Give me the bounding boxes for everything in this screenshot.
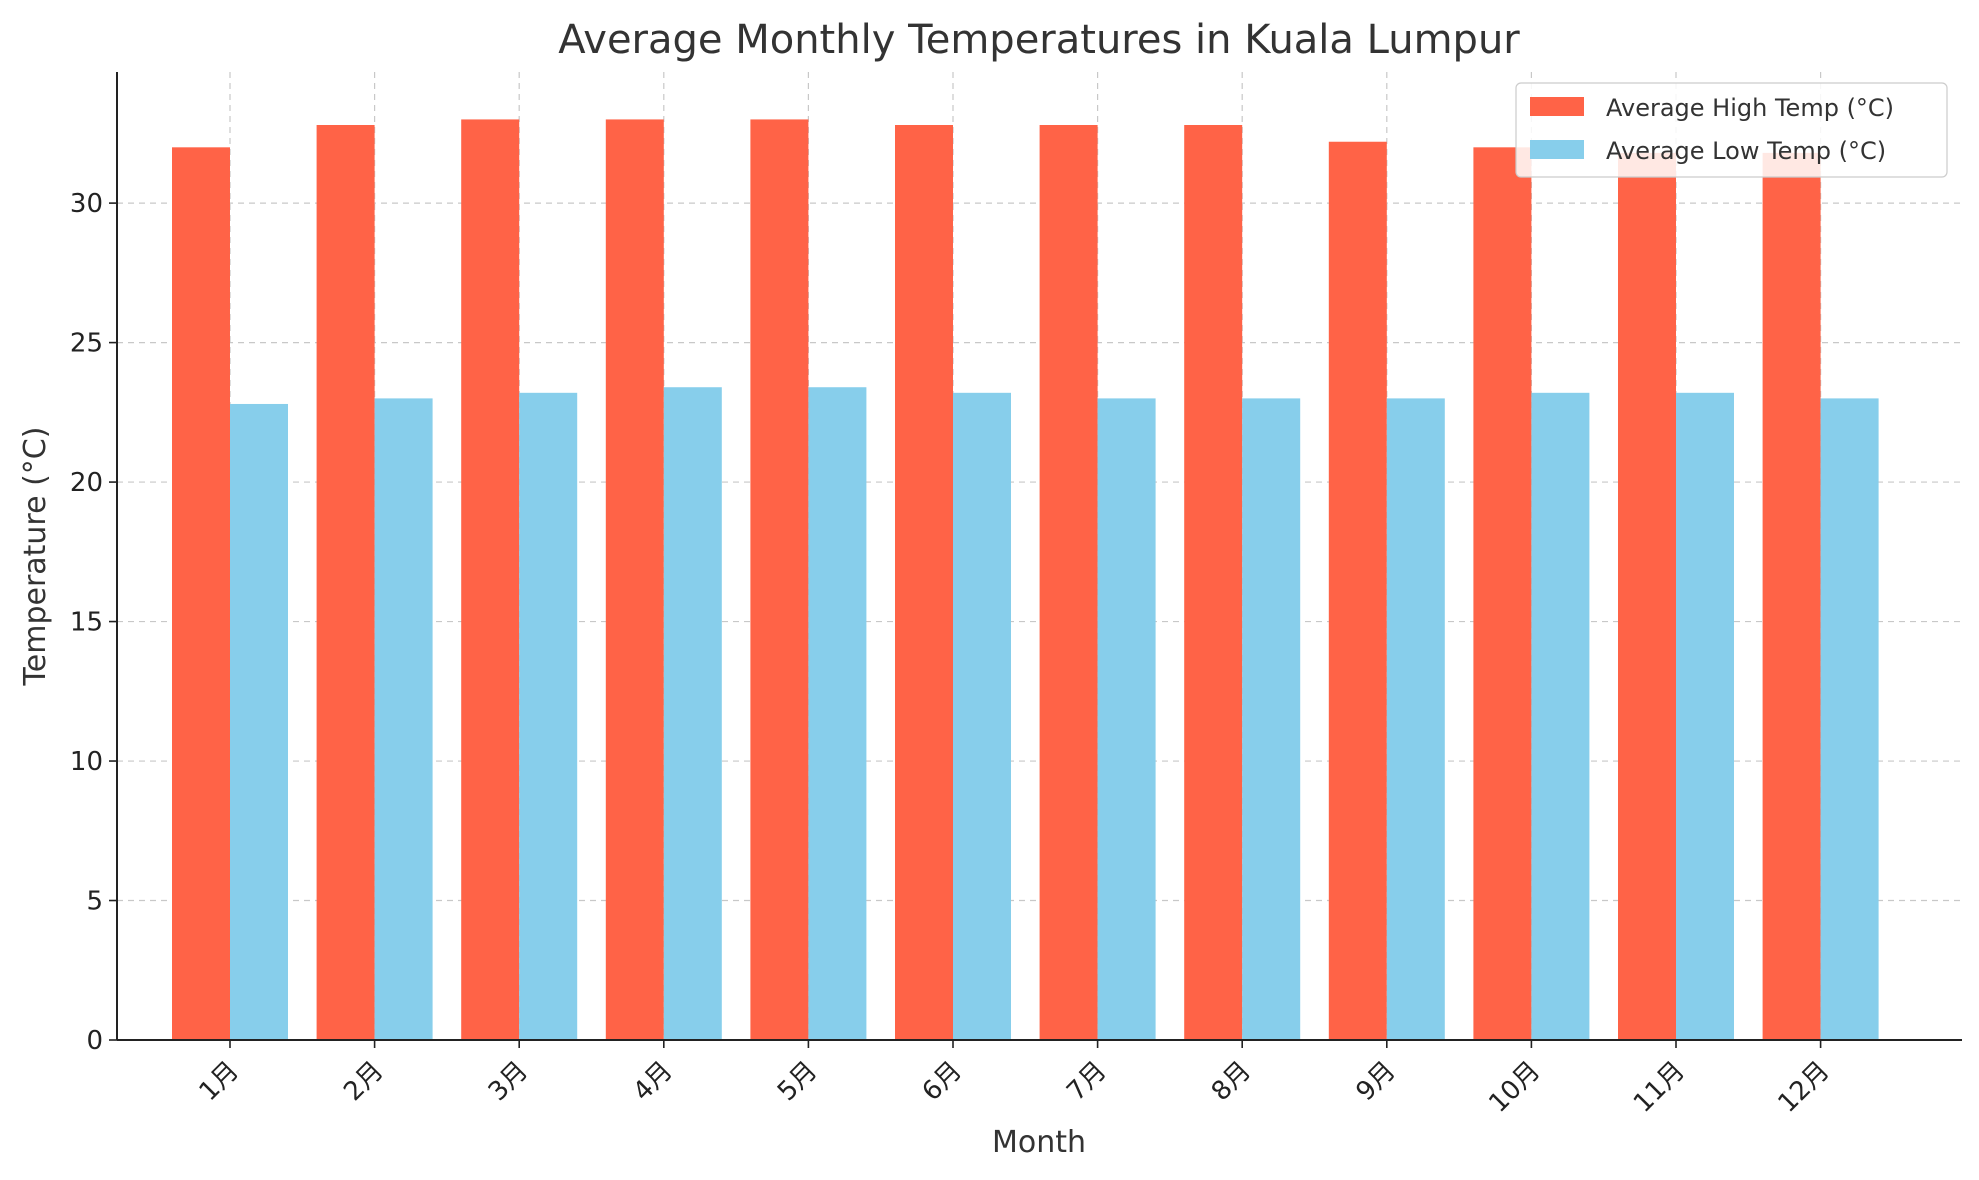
bar-low-7	[1097, 398, 1156, 1040]
bar-high-1	[172, 147, 230, 1040]
bar-low-8	[1242, 398, 1301, 1040]
y-tick-label: 10	[70, 747, 103, 777]
x-tick-label: 8月	[1206, 1056, 1257, 1107]
bar-high-3	[461, 119, 520, 1040]
x-tick-label: 7月	[1061, 1056, 1112, 1107]
bar-high-2	[316, 125, 375, 1041]
x-ticks: 1月 2月 3月 4月 5月 6月 7月 8月 9月 10月 11月 12月	[194, 1040, 1836, 1119]
legend-label: Average High Temp (°C)	[1606, 94, 1894, 122]
bar-low-2	[374, 398, 433, 1040]
bar-high-5	[750, 119, 809, 1040]
legend-swatch	[1530, 97, 1584, 116]
bar-low-6	[953, 392, 1011, 1041]
bar-low-11	[1676, 392, 1734, 1041]
bar-low-3	[519, 392, 578, 1041]
x-tick-label: 6月	[917, 1056, 968, 1107]
bar-low-10	[1531, 392, 1590, 1041]
bar-high-4	[605, 119, 664, 1040]
bar-high-12	[1762, 152, 1821, 1040]
legend-box	[1515, 82, 1948, 178]
bar-low-1	[230, 403, 288, 1040]
y-tick-label: 25	[70, 329, 103, 359]
y-tick-label: 0	[86, 1026, 103, 1056]
bar-low-5	[808, 387, 867, 1040]
bar-high-9	[1328, 141, 1387, 1041]
bar-high-10	[1473, 147, 1532, 1040]
chart-title: Average Monthly Temperatures in Kuala Lu…	[558, 17, 1520, 63]
y-tick-label: 15	[70, 608, 103, 638]
legend: Average High Temp (°C) Average Low Temp (…	[1515, 82, 1948, 178]
legend-swatch	[1530, 140, 1584, 159]
x-axis-label: Month	[992, 1125, 1086, 1160]
bar-low-12	[1820, 398, 1879, 1040]
y-axis-label: Temperature (°C)	[18, 427, 53, 687]
bar-high-7	[1039, 125, 1098, 1041]
bar-low-4	[663, 387, 722, 1040]
bar-low-9	[1386, 398, 1445, 1040]
x-tick-label: 1月	[194, 1056, 245, 1107]
bar-high-11	[1618, 152, 1676, 1040]
x-tick-label: 11月	[1628, 1056, 1691, 1119]
y-tick-label: 30	[70, 189, 103, 219]
x-tick-label: 4月	[627, 1056, 678, 1107]
x-tick-label: 5月	[772, 1056, 823, 1107]
x-tick-label: 9月	[1350, 1056, 1401, 1107]
legend-label: Average Low Temp (°C)	[1606, 137, 1886, 165]
y-tick-label: 20	[70, 468, 103, 498]
bar-high-6	[895, 125, 953, 1041]
bar-high-8	[1184, 125, 1243, 1041]
x-tick-label: 10月	[1483, 1056, 1546, 1119]
y-tick-label: 5	[86, 887, 103, 917]
axes	[116, 72, 1962, 1041]
y-ticks: 0 5 10 15 20 25 30	[70, 189, 117, 1056]
bars	[172, 119, 1879, 1041]
x-tick-label: 2月	[338, 1056, 389, 1107]
x-tick-label: 12月	[1773, 1056, 1836, 1119]
x-tick-label: 3月	[483, 1056, 534, 1107]
